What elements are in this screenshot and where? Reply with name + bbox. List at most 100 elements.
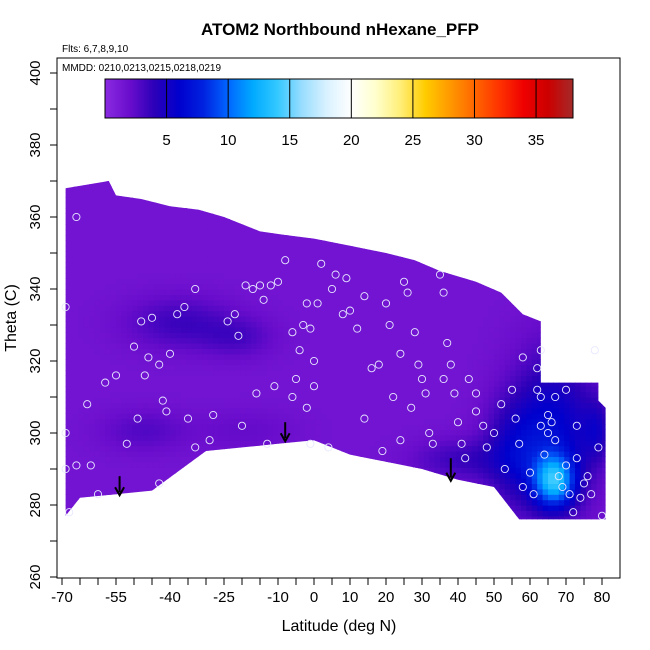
heatmap-cell bbox=[261, 505, 268, 511]
heatmap-cell bbox=[143, 337, 149, 344]
heatmap-cell bbox=[450, 440, 457, 447]
heatmap-cell bbox=[67, 386, 74, 393]
heatmap-cell bbox=[105, 294, 112, 301]
heatmap-cell bbox=[440, 337, 446, 344]
heatmap-cell bbox=[359, 332, 365, 339]
heatmap-cell bbox=[213, 299, 220, 306]
heatmap-cell bbox=[251, 294, 257, 301]
heatmap-cell bbox=[348, 451, 355, 457]
heatmap-cell bbox=[83, 321, 90, 328]
heatmap-cell bbox=[418, 213, 425, 220]
heatmap-cell bbox=[396, 305, 403, 312]
heatmap-cell bbox=[99, 262, 106, 268]
heatmap-cell bbox=[126, 272, 133, 279]
heatmap-cell bbox=[153, 332, 160, 339]
heatmap-cell bbox=[180, 251, 187, 258]
heatmap-cell bbox=[83, 494, 90, 501]
heatmap-cell bbox=[326, 429, 333, 436]
heatmap-cell bbox=[121, 359, 128, 366]
heatmap-cell bbox=[315, 278, 322, 285]
heatmap-cell bbox=[380, 348, 387, 355]
heatmap-cell bbox=[181, 170, 187, 176]
heatmap-cell bbox=[456, 391, 463, 398]
heatmap-cell bbox=[326, 386, 333, 393]
heatmap-cell bbox=[375, 202, 382, 209]
heatmap-cell bbox=[305, 283, 311, 290]
heatmap-cell bbox=[440, 478, 446, 484]
heatmap-cell bbox=[89, 364, 95, 371]
heatmap-cell bbox=[224, 251, 230, 258]
heatmap-cell bbox=[450, 397, 457, 403]
heatmap-cell bbox=[375, 467, 382, 474]
heatmap-cell bbox=[353, 191, 360, 198]
heatmap-cell bbox=[288, 289, 295, 295]
heatmap-cell bbox=[315, 429, 322, 436]
heatmap-cell bbox=[148, 483, 155, 490]
heatmap-cell bbox=[67, 337, 74, 344]
heatmap-cell bbox=[110, 440, 117, 447]
heatmap-cell bbox=[105, 283, 112, 290]
heatmap-cell bbox=[434, 364, 441, 371]
heatmap-cell bbox=[229, 386, 236, 393]
heatmap-cell bbox=[78, 240, 85, 247]
heatmap-cell bbox=[126, 451, 133, 457]
heatmap-cell bbox=[402, 251, 409, 258]
heatmap-cell bbox=[278, 235, 284, 241]
heatmap-cell bbox=[299, 499, 306, 506]
heatmap-cell bbox=[137, 515, 144, 520]
heatmap-cell bbox=[402, 202, 409, 209]
heatmap-cell bbox=[369, 283, 376, 290]
heatmap-cell bbox=[229, 375, 236, 382]
heatmap-cell bbox=[89, 283, 95, 290]
heatmap-cell bbox=[94, 181, 101, 187]
heatmap-cell bbox=[278, 348, 284, 355]
heatmap-cell bbox=[121, 326, 128, 333]
heatmap-cell bbox=[137, 429, 144, 436]
heatmap-cell bbox=[310, 370, 317, 376]
heatmap-cell bbox=[332, 370, 338, 376]
heatmap-cell bbox=[283, 181, 290, 187]
heatmap-cell bbox=[353, 451, 360, 457]
heatmap-cell bbox=[261, 181, 268, 187]
heatmap-cell bbox=[121, 202, 128, 209]
heatmap-cell bbox=[386, 391, 392, 398]
heatmap-cell bbox=[364, 235, 371, 241]
heatmap-cell bbox=[288, 461, 295, 468]
heatmap-cell bbox=[159, 191, 166, 198]
heatmap-cell bbox=[278, 370, 284, 376]
heatmap-cell bbox=[99, 397, 106, 403]
heatmap-cell bbox=[132, 224, 139, 231]
heatmap-cell bbox=[418, 272, 425, 279]
heatmap-cell bbox=[353, 429, 360, 436]
heatmap-cell bbox=[153, 472, 160, 479]
heatmap-cell bbox=[283, 375, 290, 382]
heatmap-cell bbox=[229, 213, 236, 220]
heatmap-cell bbox=[267, 434, 274, 441]
heatmap-cell bbox=[180, 515, 187, 520]
heatmap-cell bbox=[386, 326, 392, 333]
heatmap-cell bbox=[197, 424, 203, 430]
heatmap-cell bbox=[450, 499, 457, 506]
heatmap-cell bbox=[450, 332, 457, 339]
heatmap-cell bbox=[380, 294, 387, 301]
heatmap-cell bbox=[143, 224, 149, 231]
heatmap-cell bbox=[251, 229, 257, 236]
heatmap-cell bbox=[267, 256, 274, 263]
heatmap-cell bbox=[456, 505, 463, 511]
heatmap-cell bbox=[148, 235, 155, 241]
heatmap-cell bbox=[78, 251, 85, 258]
heatmap-cell bbox=[364, 440, 371, 447]
heatmap-cell bbox=[83, 197, 90, 204]
heatmap-cell bbox=[159, 515, 166, 520]
heatmap-cell bbox=[267, 267, 274, 274]
heatmap-cell bbox=[83, 434, 90, 441]
heatmap-cell bbox=[418, 521, 424, 527]
heatmap-cell bbox=[175, 181, 182, 182]
heatmap-cell bbox=[207, 240, 214, 247]
heatmap-cell bbox=[224, 418, 230, 425]
heatmap-cell bbox=[386, 370, 392, 376]
heatmap-cell bbox=[159, 240, 166, 247]
heatmap-cell bbox=[364, 478, 371, 484]
heatmap-cell bbox=[116, 289, 122, 295]
heatmap-cell bbox=[202, 229, 209, 236]
